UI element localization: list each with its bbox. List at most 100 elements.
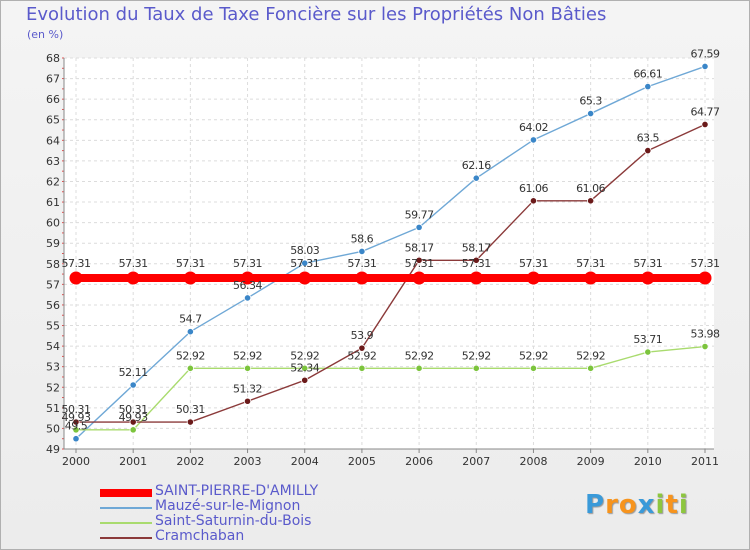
y-tick-label: 58 <box>46 258 60 271</box>
x-tick-label: 2006 <box>405 455 433 468</box>
legend-label-1: Mauzé-sur-le-Mignon <box>155 498 301 514</box>
legend-swatch-1 <box>100 507 152 509</box>
series-layer <box>69 62 712 443</box>
x-tick-label: 2009 <box>577 455 605 468</box>
series-point-2 <box>587 364 595 372</box>
data-label-1: 65.3 <box>579 95 602 108</box>
series-point-2 <box>472 364 480 372</box>
series-point-1 <box>472 174 480 182</box>
data-label-1: 49.5 <box>65 420 88 433</box>
logo-letter: o <box>618 490 638 520</box>
legend-swatch-0 <box>100 489 152 497</box>
y-axis-label: (en %) <box>27 28 64 41</box>
y-tick-label: 65 <box>46 114 60 127</box>
logo-letter: P <box>585 490 606 520</box>
data-label-0: 57.31 <box>176 257 205 270</box>
data-label-3: 51.32 <box>233 382 262 395</box>
series-point-2 <box>415 364 423 372</box>
y-tick-label: 56 <box>46 299 60 312</box>
series-point-1 <box>72 435 80 443</box>
logo-letter: t <box>665 490 679 520</box>
series-point-3 <box>472 256 480 264</box>
data-label-2: 49.93 <box>119 411 148 424</box>
logo-letter: r <box>605 490 619 520</box>
series-point-2 <box>644 348 652 356</box>
data-label-1: 52.11 <box>119 366 148 379</box>
y-tick-label: 63 <box>46 155 60 168</box>
series-point-3 <box>243 397 252 405</box>
y-tick-label: 50 <box>46 422 60 435</box>
label-layer: 57.31 57.31 57.31 57.31 57.31 57.31 57.31 57.31… <box>62 47 721 433</box>
data-label-2: 53.98 <box>691 328 720 341</box>
series-point-1 <box>644 83 652 91</box>
data-label-0: 57.31 <box>633 257 662 270</box>
data-label-3: 50.31 <box>62 403 91 416</box>
data-label-1: 66.61 <box>633 68 662 81</box>
x-tick-label: 2007 <box>462 455 490 468</box>
data-label-2: 52.92 <box>405 349 434 362</box>
series-point-1 <box>243 294 252 302</box>
legend-swatch-2 <box>100 522 152 524</box>
data-label-3: 50.31 <box>119 403 148 416</box>
x-tick-label: 2010 <box>634 455 662 468</box>
y-tick-label: 57 <box>46 278 60 291</box>
series-point-3 <box>301 376 309 384</box>
data-label-0: 57.31 <box>233 257 262 270</box>
x-tick-label: 2008 <box>519 455 547 468</box>
data-label-3: 63.5 <box>637 132 660 145</box>
data-label-2: 52.92 <box>290 349 319 362</box>
y-tick-label: 59 <box>46 237 60 250</box>
series-point-0 <box>183 271 197 285</box>
series-point-0 <box>469 271 483 285</box>
data-label-1: 58.6 <box>351 232 374 245</box>
y-tick-label: 62 <box>46 175 60 188</box>
series-line-1 <box>75 65 706 440</box>
series-point-1 <box>301 259 309 267</box>
y-tick-label: 53 <box>46 361 60 374</box>
axis-layer: 49 50 51 52 53 54 55 56 57 58 59 60 61 62 63 64 65 66 67 68… <box>46 52 719 468</box>
data-label-0: 57.31 <box>519 257 548 270</box>
series-line-2 <box>76 345 706 431</box>
series-point-2 <box>301 364 309 372</box>
series-point-1 <box>415 223 423 231</box>
x-tick-label: 2005 <box>348 455 376 468</box>
data-label-0: 57.31 <box>691 257 720 270</box>
data-label-1: 58.03 <box>290 244 319 257</box>
series-point-2 <box>701 342 709 351</box>
data-label-2: 52.92 <box>233 349 262 362</box>
y-tick-label: 55 <box>46 320 60 333</box>
series-point-2 <box>129 426 137 434</box>
legend-label-3: Cramchaban <box>155 528 245 544</box>
series-point-1 <box>129 381 137 389</box>
series-point-2 <box>529 364 538 372</box>
data-label-2: 52.92 <box>176 349 205 362</box>
y-tick-label: 49 <box>46 443 60 456</box>
data-label-2: 52.92 <box>519 349 548 362</box>
y-tick-label: 51 <box>46 402 60 415</box>
data-label-3: 50.31 <box>176 403 205 416</box>
data-label-0: 57.31 <box>119 257 148 270</box>
series-point-3 <box>186 418 194 426</box>
series-point-3 <box>644 147 652 155</box>
y-tick-label: 61 <box>46 196 60 209</box>
series-point-1 <box>186 328 194 336</box>
series-point-1 <box>358 247 366 256</box>
legend-label-0: SAINT-PIERRE-D'AMILLY <box>155 483 319 499</box>
series-point-0 <box>641 271 655 285</box>
logo-letter: x <box>637 490 656 520</box>
data-label-3: 61.06 <box>576 182 605 195</box>
y-tick-label: 52 <box>46 381 60 394</box>
data-label-0: 57.31 <box>290 257 319 270</box>
y-tick-label: 66 <box>46 93 60 106</box>
series-point-3 <box>587 197 595 205</box>
chart-title: Evolution du Taux de Taxe Foncière sur l… <box>26 4 607 25</box>
series-point-3 <box>701 120 709 129</box>
proxiti-logo: Proxiti <box>585 490 689 520</box>
data-label-3: 64.77 <box>691 105 720 118</box>
series-point-0 <box>355 271 369 285</box>
series-point-3 <box>129 418 137 426</box>
data-label-0: 57.31 <box>62 257 91 270</box>
logo-letter: i <box>678 490 689 520</box>
data-label-0: 57.31 <box>405 257 434 270</box>
